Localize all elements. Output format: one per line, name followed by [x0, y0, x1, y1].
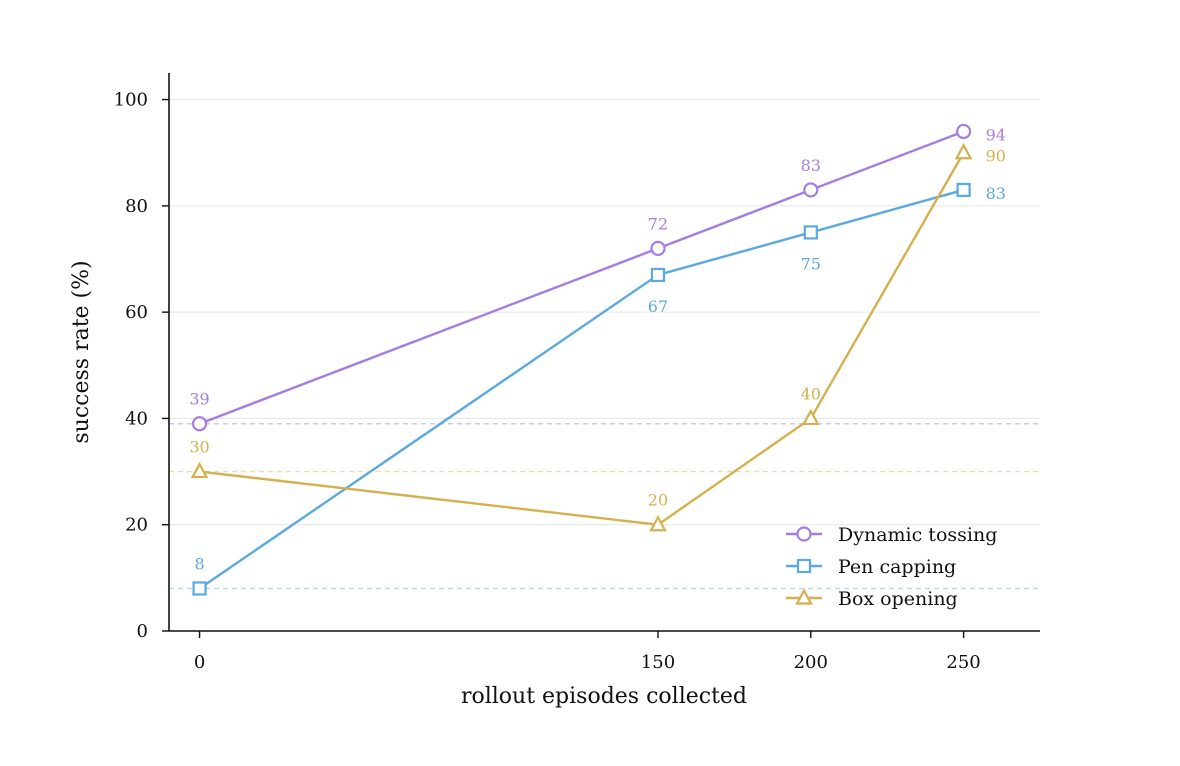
- series-0-point-2: [803, 182, 819, 198]
- series-0-label-2: 83: [801, 156, 821, 175]
- series-0-point-0: [191, 416, 208, 432]
- series-1-point-2: [803, 225, 818, 240]
- y-tick-label-20: 20: [125, 515, 148, 536]
- series-1-label-3: 83: [986, 184, 1006, 203]
- series-2-point-0: [190, 461, 209, 479]
- series: [190, 123, 973, 596]
- series-1-label-0: 8: [194, 554, 204, 573]
- y-tick-label-60: 60: [125, 302, 148, 323]
- y-tick-label-100: 100: [114, 90, 148, 111]
- series-1-point-3: [956, 182, 971, 198]
- series-1-label-2: 75: [801, 254, 821, 273]
- series-2-point-3: [954, 142, 973, 160]
- y-tick-label-0: 0: [137, 621, 148, 642]
- x-tick-label-150: 150: [641, 652, 675, 673]
- legend-marker-1: [796, 558, 812, 574]
- legend-label-2: Box opening: [838, 588, 958, 610]
- x-tick-label-0: 0: [194, 652, 205, 673]
- data-labels: 39 72 83 94 8 67 75 83 30 20 40 90: [189, 125, 1006, 573]
- series-0-label-1: 72: [648, 214, 668, 233]
- series-0-point-1: [650, 240, 666, 256]
- legend-label-0: Dynamic tossing: [838, 524, 997, 546]
- series-2-label-0: 30: [189, 438, 209, 457]
- series-2-label-2: 40: [801, 384, 821, 403]
- legend-marker-2: [795, 588, 813, 605]
- series-1-point-0: [192, 581, 207, 596]
- series-2-point-1: [649, 514, 667, 532]
- baseline-lines: [169, 423, 1040, 590]
- series-2-label-3: 90: [986, 147, 1006, 166]
- legend-label-1: Pen capping: [838, 556, 956, 578]
- axes: [168, 73, 1040, 632]
- series-1-point-1: [650, 267, 666, 283]
- x-tick-label-200: 200: [794, 652, 828, 673]
- series-line-2: [199, 152, 965, 526]
- y-tick-label-80: 80: [125, 196, 148, 217]
- series-line-0: [199, 130, 965, 425]
- series-2-point-2: [801, 408, 820, 426]
- series-0-point-3: [955, 123, 972, 140]
- legend: Dynamic tossing Pen capping Box opening: [786, 524, 997, 610]
- x-axis-title: rollout episodes collected: [461, 684, 747, 709]
- y-axis-title: success rate (%): [69, 260, 94, 443]
- series-2-label-1: 20: [648, 491, 668, 510]
- series-0-label-3: 94: [986, 125, 1006, 144]
- legend-marker-0: [796, 526, 812, 542]
- series-1-label-1: 67: [648, 297, 668, 316]
- series-0-label-0: 39: [189, 390, 209, 409]
- x-tick-label-250: 250: [946, 652, 980, 673]
- y-tick-label-40: 40: [125, 408, 148, 429]
- series-line-1: [198, 188, 964, 590]
- tick-labels: 0 20 40 60 80 100 0 150 200 250: [114, 90, 981, 673]
